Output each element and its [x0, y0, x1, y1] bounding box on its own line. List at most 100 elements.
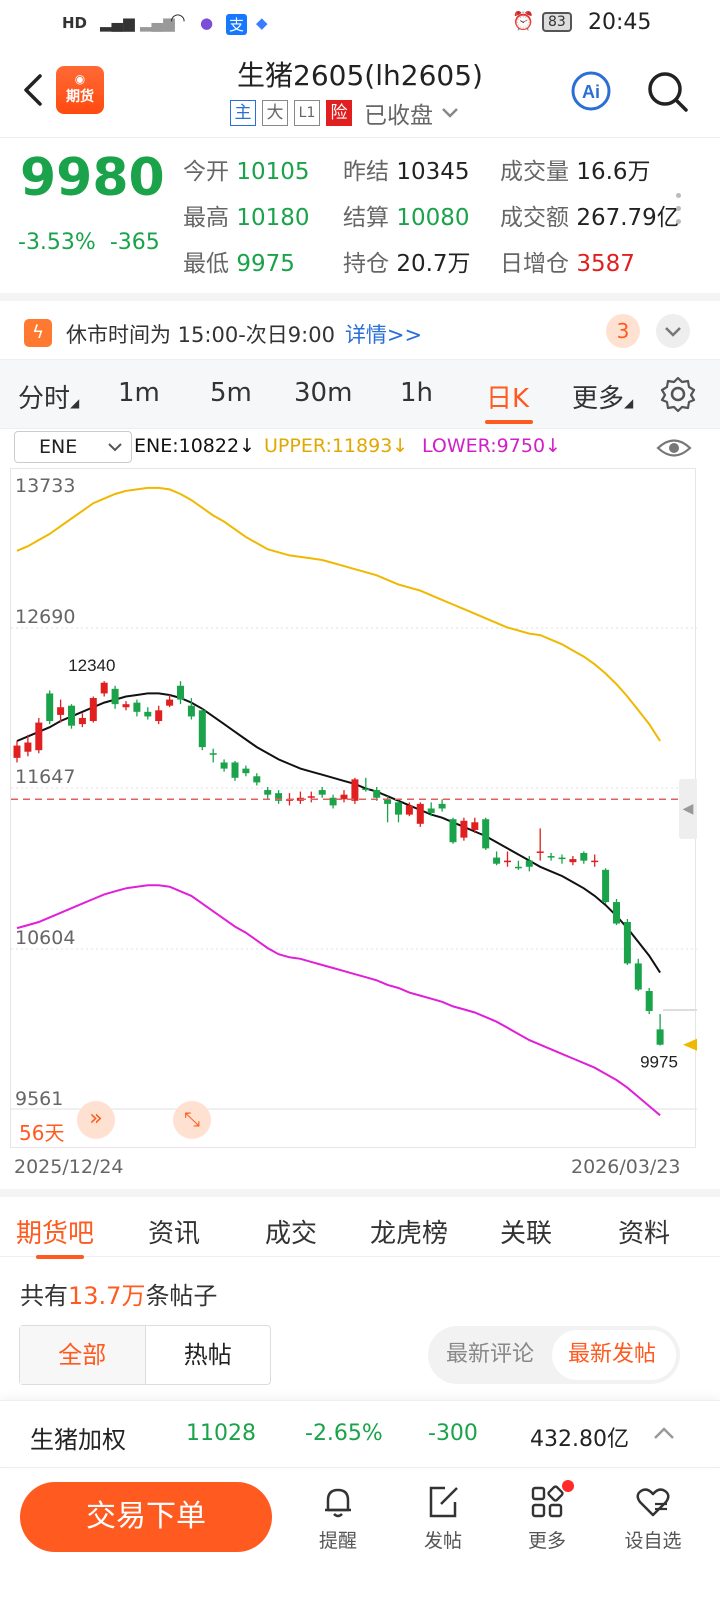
candle-body	[547, 856, 555, 858]
tab-info[interactable]: 资料	[618, 1219, 671, 1249]
gear-icon[interactable]	[658, 374, 698, 414]
candle	[613, 898, 620, 926]
filter-hot[interactable]: 热帖	[183, 1341, 232, 1369]
candle	[187, 698, 195, 720]
candle	[231, 760, 239, 781]
quote-panel: 9980 -3.53% -365 今开 10105 昨结 10345 成交量 1…	[0, 138, 720, 293]
candle-body	[231, 762, 239, 778]
more-dots-icon[interactable]	[676, 193, 682, 232]
candle-body	[613, 902, 620, 924]
tab-leaderboard[interactable]: 龙虎榜	[370, 1219, 449, 1249]
candle-body	[493, 857, 501, 864]
nav-post[interactable]: 发帖	[408, 1482, 478, 1553]
candle-body	[89, 698, 97, 722]
tab-more[interactable]: 更多◢	[572, 384, 634, 414]
trade-order-button[interactable]: 交易下单	[20, 1482, 272, 1552]
candle	[525, 856, 533, 872]
tab-news[interactable]: 资讯	[148, 1219, 201, 1249]
nav-watchlist[interactable]: 设自选	[618, 1482, 688, 1553]
candle	[329, 794, 337, 809]
indicator-row: ENE ENE:10822↓ UPPER:11893↓ LOWER:9750↓	[0, 429, 720, 467]
candle-body	[275, 793, 283, 801]
back-arrow-icon[interactable]	[18, 70, 48, 110]
candle-body	[340, 794, 348, 800]
candle-body	[427, 808, 435, 814]
ene-value: ENE:10822↓	[134, 435, 255, 457]
chart-end-date: 2026/03/23	[571, 1156, 681, 1178]
candle-body	[395, 802, 402, 815]
side-panel-handle[interactable]: ◀	[679, 779, 697, 839]
fast-forward-icon[interactable]: »	[77, 1101, 115, 1139]
candle-body	[525, 860, 533, 867]
candle-body	[634, 963, 642, 990]
candle	[24, 734, 32, 757]
notice-count-badge[interactable]: 3	[606, 314, 640, 348]
page-title[interactable]: 生猪2605(lh2605)	[237, 59, 483, 92]
turnover-cell: 成交额 267.79亿	[500, 205, 680, 231]
wifi-icon: ◠	[170, 10, 186, 31]
candle	[351, 777, 359, 804]
tab-5m[interactable]: 5m	[210, 378, 252, 408]
candle-body	[286, 799, 293, 801]
y-label: 10604	[15, 927, 76, 949]
y-label: 11647	[15, 766, 76, 788]
ai-icon[interactable]: Ai	[570, 70, 612, 112]
ticker-pct: -2.65%	[305, 1421, 383, 1446]
search-icon[interactable]	[646, 70, 690, 114]
sort-latest-comment[interactable]: 最新评论	[446, 1342, 535, 1367]
candle-body	[536, 851, 544, 853]
upper-value: UPPER:11893↓	[264, 435, 409, 457]
candle	[177, 681, 184, 705]
tab-intraday[interactable]: 分时◢	[18, 384, 80, 414]
candle	[569, 856, 577, 866]
tab-1m[interactable]: 1m	[118, 378, 160, 408]
eye-icon[interactable]	[656, 435, 692, 461]
kline-chart[interactable]: 12340 9975 13733 12690 11647 10604 9561 …	[10, 468, 697, 1149]
chevron-down-icon[interactable]	[439, 102, 461, 124]
market-status[interactable]: 已收盘	[364, 103, 433, 129]
low-cell: 最低 9975	[183, 251, 295, 277]
tab-trades[interactable]: 成交	[265, 1219, 318, 1249]
candle	[449, 817, 457, 844]
tab-forum[interactable]: 期货吧	[16, 1219, 95, 1249]
tab-1h[interactable]: 1h	[400, 378, 434, 408]
tab-related[interactable]: 关联	[500, 1219, 553, 1249]
nav-more[interactable]: 更多	[512, 1480, 582, 1553]
candle	[100, 681, 108, 697]
kline-svg[interactable]: 12340 9975	[11, 469, 697, 1149]
expand-icon[interactable]: ⤡	[173, 1101, 211, 1139]
notice-expand-button[interactable]	[656, 314, 690, 348]
y-label: 9561	[15, 1088, 64, 1110]
lower-value: LOWER:9750↓	[422, 435, 561, 457]
sort-selected-pill	[552, 1330, 676, 1380]
candle	[220, 759, 228, 772]
period-tabs: 分时◢ 1m 5m 30m 1h 日K 更多◢	[0, 359, 720, 429]
notice-detail-link[interactable]: 详情>>	[344, 323, 423, 347]
nav-remind[interactable]: 提醒	[303, 1482, 373, 1553]
candle	[242, 765, 250, 777]
candle-body	[405, 805, 413, 815]
candle-body	[111, 688, 119, 705]
tag-risk: 险	[326, 100, 352, 126]
candle-body	[591, 860, 599, 863]
tab-30m[interactable]: 30m	[294, 378, 353, 408]
ene-line	[16, 692, 661, 974]
candle	[111, 685, 119, 709]
candle-body	[187, 705, 195, 717]
weighted-quote-bar[interactable]: 生猪加权 11028 -2.65% -300 432.80亿	[0, 1400, 720, 1468]
candle-body	[460, 820, 468, 838]
candle	[427, 802, 435, 817]
candle-body	[133, 702, 141, 712]
candle-body	[623, 922, 631, 964]
tab-daily[interactable]: 日K	[486, 384, 530, 414]
indicator-select[interactable]: ENE	[14, 431, 132, 463]
candle	[504, 851, 511, 867]
chevron-up-icon[interactable]	[652, 1423, 676, 1443]
day-count: 56天	[19, 1121, 65, 1145]
upper-line	[16, 486, 661, 742]
tag-big: 大	[262, 100, 288, 126]
hd-icon: HD	[62, 14, 88, 32]
filter-all[interactable]: 全部	[20, 1326, 146, 1384]
sort-latest-post[interactable]: 最新发帖	[568, 1342, 657, 1367]
candle	[253, 773, 261, 786]
